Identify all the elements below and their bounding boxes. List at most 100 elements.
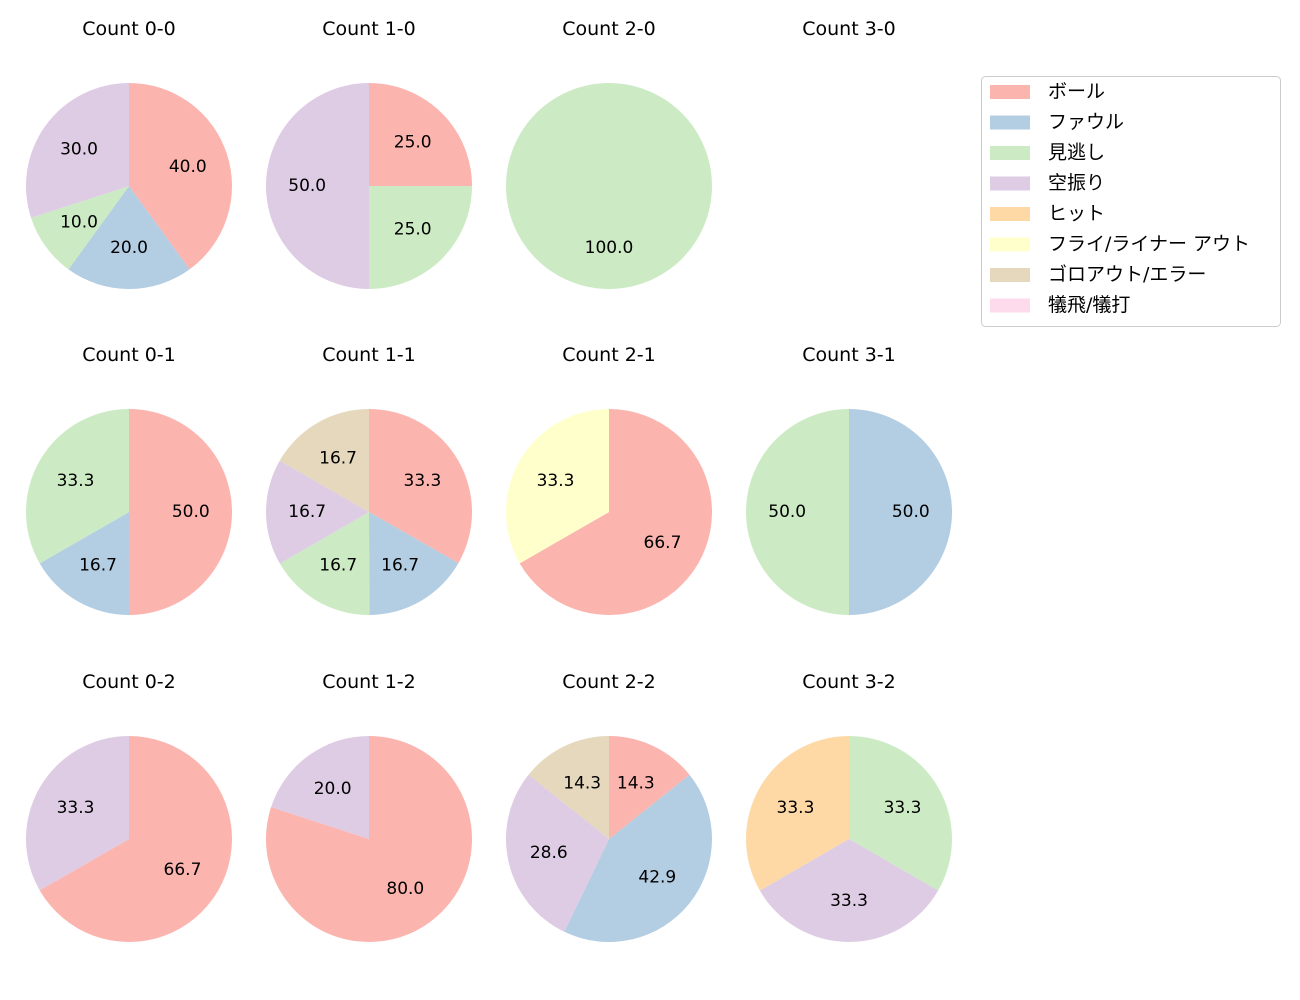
pie-count-3-2: Count 3-2 33.3 33.3 33.3 xyxy=(745,671,952,942)
pie-slice xyxy=(506,409,609,564)
pie-count-3-0: Count 3-0 xyxy=(802,18,896,40)
pie-slice xyxy=(746,409,849,615)
pie-title: Count 3-0 xyxy=(802,18,896,40)
legend-swatch xyxy=(990,146,1030,160)
pie-slice-label: 16.7 xyxy=(381,555,419,575)
legend-swatch xyxy=(990,237,1030,252)
pie-slice-label: 25.0 xyxy=(394,132,432,152)
pie-slice xyxy=(506,83,712,289)
pie-slice xyxy=(129,409,232,615)
pie-slice-label: 30.0 xyxy=(60,140,98,160)
legend-label: ゴロアウト/エラー xyxy=(1048,264,1206,286)
pie-slice xyxy=(369,83,472,186)
pie-slice-label: 33.3 xyxy=(777,798,815,818)
legend-label: ボール xyxy=(1048,81,1105,103)
pie-slice-label: 16.7 xyxy=(319,448,357,468)
pie-slice-label: 50.0 xyxy=(288,176,326,196)
pie-slice-label: 50.0 xyxy=(172,502,210,522)
pie-count-1-0: Count 1-0 25.0 25.0 50.0 xyxy=(266,18,472,289)
legend-label: ファウル xyxy=(1048,111,1124,133)
pie-slice-label: 33.3 xyxy=(404,471,442,491)
legend-label: フライ/ライナー アウト xyxy=(1048,233,1250,255)
pie-slice-label: 20.0 xyxy=(314,779,352,799)
pie-slice xyxy=(39,512,129,615)
pie-count-0-0: Count 0-0 40.0 20.0 10.0 30.0 xyxy=(25,18,232,289)
pie-slice-label: 28.6 xyxy=(530,843,568,863)
legend-swatch xyxy=(990,85,1030,99)
pie-slice-label: 25.0 xyxy=(394,220,432,240)
pie-slice xyxy=(759,839,939,942)
pie-slice-label: 42.9 xyxy=(638,868,676,888)
pie-slice-label: 66.7 xyxy=(164,860,202,880)
pie-slice xyxy=(266,460,369,564)
pie-slice xyxy=(271,736,369,839)
pie-slice xyxy=(849,409,952,615)
pie-title: Count 3-1 xyxy=(802,344,896,366)
pie-slice-label: 100.0 xyxy=(585,238,634,258)
pie-slice-label: 50.0 xyxy=(768,502,806,522)
pie-slice-label: 33.3 xyxy=(830,891,868,911)
pie-slice xyxy=(519,409,712,615)
pie-title: Count 2-2 xyxy=(562,671,656,693)
pie-slice xyxy=(369,409,472,564)
pie-slice xyxy=(564,774,712,942)
pie-slice xyxy=(279,512,370,616)
pie-count-2-1: Count 2-1 66.7 33.3 xyxy=(506,344,712,615)
pie-title: Count 0-0 xyxy=(82,18,176,40)
pie-slice-label: 20.0 xyxy=(110,238,148,258)
pie-slice xyxy=(26,736,129,891)
legend-swatch xyxy=(990,115,1030,130)
pie-slice-label: 33.3 xyxy=(57,798,95,818)
pie-count-0-2: Count 0-2 66.7 33.3 xyxy=(26,671,233,942)
pie-title: Count 0-2 xyxy=(82,671,176,693)
legend-swatch xyxy=(990,176,1030,191)
pie-slice xyxy=(369,186,472,289)
pie-count-3-1: Count 3-1 50.0 50.0 xyxy=(746,344,952,615)
pie-title: Count 3-2 xyxy=(802,671,896,693)
pie-slice-label: 33.3 xyxy=(884,798,922,818)
legend-label: 空振り xyxy=(1048,172,1105,194)
pie-slice xyxy=(266,83,369,289)
pie-slice-label: 10.0 xyxy=(60,212,98,232)
pie-slice-label: 66.7 xyxy=(644,533,682,553)
pie-slice-label: 33.3 xyxy=(537,471,575,491)
pie-slice xyxy=(528,736,609,839)
legend-label: ヒット xyxy=(1048,203,1105,225)
pie-slice-label: 14.3 xyxy=(563,773,601,793)
pie-slice xyxy=(25,409,129,564)
pie-count-0-1: Count 0-1 50.0 16.7 33.3 xyxy=(25,344,232,615)
legend-swatch xyxy=(990,268,1030,282)
pie-slice xyxy=(39,736,233,942)
pie-count-2-2: Count 2-2 14.3 42.9 28.6 14.3 xyxy=(506,671,712,942)
pie-slice-label: 40.0 xyxy=(169,157,207,177)
pie-count-1-1: Count 1-1 33.3 16.7 16.7 16.7 16.7 xyxy=(266,344,472,616)
pie-slice xyxy=(506,774,609,932)
pie-slice-label: 16.7 xyxy=(319,556,357,576)
legend-swatch xyxy=(990,298,1030,313)
pie-slice xyxy=(279,409,369,512)
pie-slice-label: 33.3 xyxy=(57,471,95,491)
pie-slice xyxy=(31,186,129,270)
pie-slice xyxy=(849,736,952,891)
legend-label: 見逃し xyxy=(1048,142,1105,164)
pie-slice xyxy=(609,736,690,839)
legend-frame xyxy=(981,76,1281,327)
pie-title: Count 2-1 xyxy=(562,344,656,366)
pie-slice xyxy=(369,512,459,615)
pie-title: Count 1-2 xyxy=(322,671,416,693)
pie-count-2-0: Count 2-0 100.0 xyxy=(506,18,712,289)
pie-slice-label: 50.0 xyxy=(892,502,930,522)
pie-slice-label: 14.3 xyxy=(617,773,655,793)
pie-slice-label: 16.7 xyxy=(288,502,326,522)
pie-slice xyxy=(129,83,232,270)
pie-count-1-2: Count 1-2 80.0 20.0 xyxy=(265,671,473,943)
pie-slice xyxy=(745,736,849,891)
pie-slice-label: 80.0 xyxy=(386,879,424,899)
pie-title: Count 1-0 xyxy=(322,18,416,40)
legend-label: 犠飛/犠打 xyxy=(1048,294,1130,316)
pie-slice xyxy=(68,186,190,289)
legend-swatch xyxy=(990,207,1030,221)
pie-title: Count 1-1 xyxy=(322,344,416,366)
